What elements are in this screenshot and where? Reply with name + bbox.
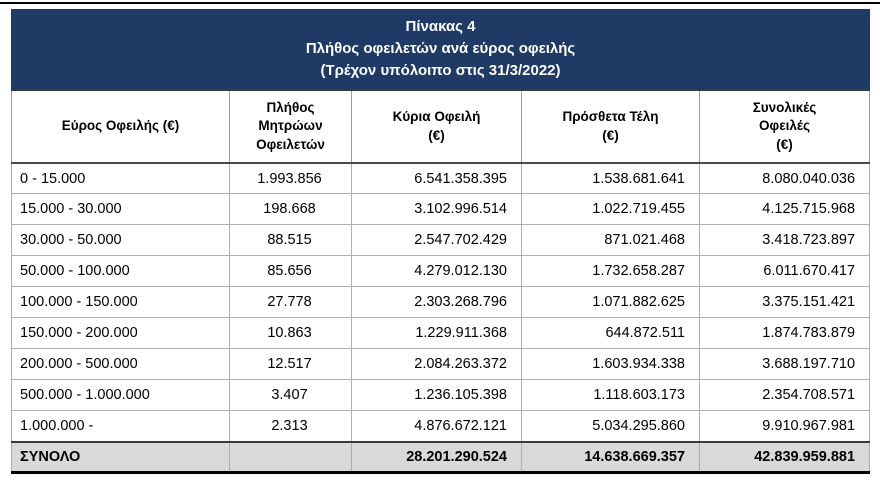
debtor-count-total-cell (229, 440, 352, 475)
table-row: 1.000.000 -2.313 4.876.672.121 5.034.295.8… (11, 410, 871, 443)
table-footer: ΣΥΝΟΛΟ 28.201.290.524 14.638.669.357 42.839… (11, 440, 871, 475)
table-row: 50.000 - 100.000 85.656 4.279.012.130 1.732… (11, 255, 871, 288)
debt-range-cell: 500.000 - 1.000.000 (11, 379, 230, 412)
table-row: 200.000 - 500.000 12.517 2.084.263.372 1.60… (11, 348, 871, 381)
table-subtitle: Πλήθος οφειλετών ανά εύρος οφειλής (305, 39, 576, 57)
principal-debt-total-cell: 28.201.290.524 (351, 440, 522, 475)
column-header-debtor-count: Πλήθος Μητρώων Οφειλετών (229, 89, 352, 164)
total-debt-cell: 8.080.040.036 (698, 162, 871, 195)
table-row: 15.000 - 30.000 198.668 3.102.996.514 1.022… (11, 193, 871, 226)
debtor-count-cell: 2.313 (229, 410, 352, 443)
additional-fees-cell: 1.732.658.287 (521, 255, 700, 288)
table-number: Πίνακας 4 (405, 18, 476, 35)
debt-range-cell: 30.000 - 50.000 (11, 224, 230, 257)
additional-fees-cell: 5.034.295.860 (521, 410, 700, 443)
principal-debt-cell: 2.084.263.372 (351, 348, 522, 381)
debt-range-cell: 0 - 15.000 (11, 162, 230, 195)
principal-debt-cell: 2.303.268.796 (351, 286, 522, 319)
column-header-debt-range: Εύρος Οφειλής (€) (11, 89, 230, 164)
total-debt-cell: 6.011.670.417 (698, 255, 871, 288)
total-debt-cell: 9.910.967.981 (698, 410, 871, 443)
additional-fees-cell: 871.021.468 (521, 224, 700, 257)
debtor-count-cell: 27.778 (229, 286, 352, 319)
principal-debt-cell: 1.229.911.368 (351, 317, 522, 350)
principal-debt-cell: 4.876.672.121 (351, 410, 522, 443)
column-header-principal-debt: Κύρια Οφειλή (€) (351, 89, 522, 164)
additional-fees-cell: 644.872.511 (521, 317, 700, 350)
debt-range-cell: 1.000.000 - (11, 410, 230, 443)
debt-range-cell: 150.000 - 200.000 (11, 317, 230, 350)
debtor-count-cell: 1.993.856 (229, 162, 352, 195)
additional-fees-cell: 1.538.681.641 (521, 162, 700, 195)
total-debt-cell: 3.688.197.710 (698, 348, 871, 381)
additional-fees-cell: 1.118.603.173 (521, 379, 700, 412)
debtor-count-cell: 85.656 (229, 255, 352, 288)
column-header-row: Εύρος Οφειλής (€) Πλήθος Μητρώων Οφειλετώ… (11, 89, 871, 164)
total-debt-cell: 3.418.723.897 (698, 224, 871, 257)
total-debt-cell: 1.874.783.879 (698, 317, 871, 350)
table-row: 100.000 - 150.000 27.778 2.303.268.796 1.07… (11, 286, 871, 319)
table-row: 150.000 - 200.000 10.863 1.229.911.368 644.… (11, 317, 871, 350)
table-title-row: Πίνακας 4 Πλήθος οφειλετών ανά εύρος οφε… (10, 9, 871, 91)
debtor-count-cell: 88.515 (229, 224, 352, 257)
debtor-count-cell: 10.863 (229, 317, 352, 350)
table-title: Πίνακας 4 Πλήθος οφειλετών ανά εύρος οφε… (10, 9, 871, 91)
principal-debt-cell: 4.279.012.130 (351, 255, 522, 288)
table-body: 0 - 15.000 1.993.856 6.541.358.395 1.538.68… (11, 162, 871, 443)
additional-fees-cell: 1.603.934.338 (521, 348, 700, 381)
total-debt-total-cell: 42.839.959.881 (698, 440, 871, 475)
debtors-by-debt-range-table: Πίνακας 4 Πλήθος οφειλετών ανά εύρος οφε… (10, 9, 871, 475)
total-debt-cell: 3.375.151.421 (698, 286, 871, 319)
debt-range-cell: 200.000 - 500.000 (11, 348, 230, 381)
table-row: 30.000 - 50.000 88.515 2.547.702.429 871.02… (11, 224, 871, 257)
additional-fees-cell: 1.022.719.455 (521, 193, 700, 226)
column-header-total-debt: Συνολικές Οφειλές (€) (698, 89, 871, 164)
total-debt-cell: 2.354.708.571 (698, 379, 871, 412)
debt-range-cell: 15.000 - 30.000 (11, 193, 230, 226)
debtor-count-cell: 12.517 (229, 348, 352, 381)
total-row: ΣΥΝΟΛΟ 28.201.290.524 14.638.669.357 42.839… (11, 440, 871, 475)
additional-fees-cell: 1.071.882.625 (521, 286, 700, 319)
principal-debt-cell: 2.547.702.429 (351, 224, 522, 257)
debt-range-cell: 50.000 - 100.000 (11, 255, 230, 288)
debt-range-cell: 100.000 - 150.000 (11, 286, 230, 319)
table-row: 0 - 15.000 1.993.856 6.541.358.395 1.538.68… (11, 162, 871, 195)
total-debt-cell: 4.125.715.968 (698, 193, 871, 226)
debtor-count-cell: 3.407 (229, 379, 352, 412)
table-row: 500.000 - 1.000.000 3.407 1.236.105.398 1.1… (11, 379, 871, 412)
additional-fees-total-cell: 14.638.669.357 (521, 440, 700, 475)
debtor-count-cell: 198.668 (229, 193, 352, 226)
table-date-note: (Τρέχον υπόλοιπο στις 31/3/2022) (320, 61, 561, 79)
principal-debt-cell: 1.236.105.398 (351, 379, 522, 412)
top-rule (0, 2, 880, 4)
column-header-additional-fees: Πρόσθετα Τέλη (€) (521, 89, 700, 164)
principal-debt-cell: 6.541.358.395 (351, 162, 522, 195)
principal-debt-cell: 3.102.996.514 (351, 193, 522, 226)
total-label-cell: ΣΥΝΟΛΟ (11, 440, 230, 475)
